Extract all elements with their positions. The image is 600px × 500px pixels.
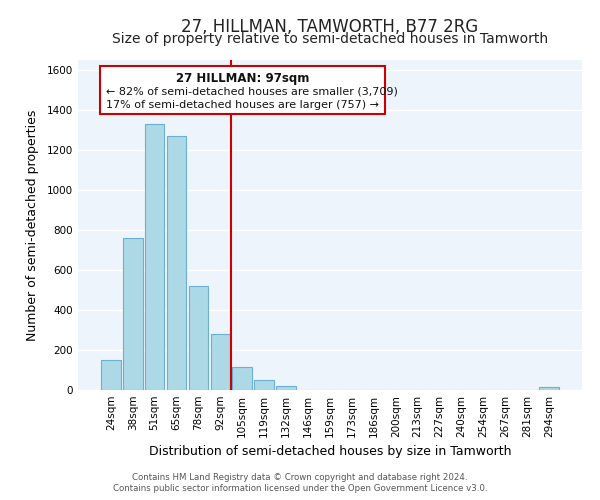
Bar <box>167 136 187 390</box>
Text: 27 HILLMAN: 97sqm: 27 HILLMAN: 97sqm <box>176 72 309 85</box>
Bar <box>539 387 559 390</box>
X-axis label: Distribution of semi-detached houses by size in Tamworth: Distribution of semi-detached houses by … <box>149 446 511 458</box>
Y-axis label: Number of semi-detached properties: Number of semi-detached properties <box>26 110 38 340</box>
Bar <box>123 238 143 390</box>
FancyBboxPatch shape <box>100 66 385 114</box>
Text: 27, HILLMAN, TAMWORTH, B77 2RG: 27, HILLMAN, TAMWORTH, B77 2RG <box>181 18 479 36</box>
Text: Contains public sector information licensed under the Open Government Licence v3: Contains public sector information licen… <box>113 484 487 493</box>
Bar <box>145 124 164 390</box>
Bar <box>188 286 208 390</box>
Bar <box>101 360 121 390</box>
Text: Size of property relative to semi-detached houses in Tamworth: Size of property relative to semi-detach… <box>112 32 548 46</box>
Bar <box>211 334 230 390</box>
Bar <box>232 367 252 390</box>
Text: 17% of semi-detached houses are larger (757) →: 17% of semi-detached houses are larger (… <box>106 100 379 110</box>
Text: Contains HM Land Registry data © Crown copyright and database right 2024.: Contains HM Land Registry data © Crown c… <box>132 472 468 482</box>
Bar <box>276 386 296 390</box>
Bar <box>254 380 274 390</box>
Text: ← 82% of semi-detached houses are smaller (3,709): ← 82% of semi-detached houses are smalle… <box>106 86 398 96</box>
